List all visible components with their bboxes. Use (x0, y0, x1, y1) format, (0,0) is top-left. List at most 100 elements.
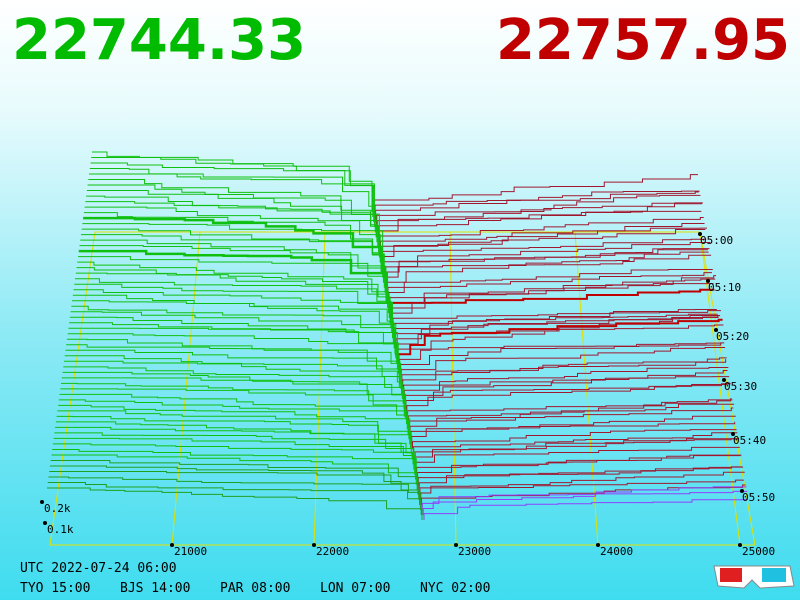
3d-glasses (713, 565, 795, 589)
tick-dot (170, 543, 174, 547)
depth-tick-label: 0.2k (44, 502, 71, 515)
ask-row (384, 251, 709, 278)
time-tick-label: 05:10 (708, 281, 741, 294)
time-tick-label: 05:00 (700, 234, 733, 247)
ask-row (386, 254, 712, 293)
bid-row (56, 415, 412, 455)
ask-row (422, 490, 748, 515)
bid-row (84, 206, 381, 263)
bid-row (72, 300, 395, 349)
ask-row (389, 288, 715, 313)
time-tick-label: 05:20 (716, 330, 749, 343)
bid-row (66, 344, 402, 389)
ask-row (412, 432, 738, 455)
depth-tick-label: 0.1k (47, 523, 74, 536)
ask-row (411, 415, 736, 445)
price-tick-label: 25000 (742, 545, 775, 558)
bid-row (72, 294, 394, 344)
bid-row (81, 228, 384, 283)
bid-row (58, 404, 411, 445)
tick-dot (454, 543, 458, 547)
ask-row (392, 309, 717, 329)
bid-row (91, 157, 374, 218)
ask-row (421, 486, 747, 510)
bid-row (61, 382, 407, 425)
time-tick-label: 05:50 (742, 491, 775, 504)
grid-line (449, 231, 457, 546)
ask-row (378, 202, 703, 243)
tick-dot (698, 232, 702, 236)
ask-row (420, 471, 745, 500)
ask-row (408, 407, 734, 430)
depth-rows (47, 151, 748, 520)
tick-dot (312, 543, 316, 547)
tick-dot (731, 432, 735, 436)
bid-row (49, 465, 420, 500)
bid-row (47, 481, 422, 515)
ask-row (406, 383, 731, 414)
bid-row (55, 426, 414, 465)
ask-row (403, 370, 728, 394)
grid-line (171, 231, 201, 546)
ask-row (419, 479, 744, 495)
bid-row (52, 443, 416, 480)
ask-row (415, 446, 740, 470)
bid-row (69, 316, 398, 364)
bid-row (86, 195, 380, 253)
bid-row (67, 333, 400, 379)
ask-row (398, 324, 724, 369)
ask-row (393, 317, 719, 339)
ask-row (409, 403, 735, 435)
bid-row (63, 360, 404, 404)
bid-row (64, 355, 403, 399)
bid-row (50, 459, 419, 495)
ask-row (414, 438, 739, 465)
zone-clock: TYO 15:00 (20, 581, 90, 596)
ask-row (407, 398, 732, 420)
bid-price: 22744.33 (12, 8, 306, 73)
bid-row (71, 305, 396, 354)
ask-row (404, 376, 730, 404)
zone-clock: NYC 02:00 (420, 581, 490, 596)
ask-row (423, 498, 748, 520)
price-tick-label: 24000 (600, 545, 633, 558)
zone-clock: PAR 08:00 (220, 581, 290, 596)
price-tick-label: 23000 (458, 545, 491, 558)
ask-row (394, 315, 720, 344)
bid-row (78, 249, 389, 303)
tick-dot (706, 279, 710, 283)
bid-row (49, 470, 421, 505)
ask-row (385, 242, 711, 288)
tick-dot (722, 378, 726, 382)
bid-row (68, 327, 399, 374)
ask-row (395, 315, 721, 349)
ask-row (416, 454, 742, 480)
bid-row (83, 216, 384, 273)
ask-row (379, 216, 704, 248)
ask-row (380, 223, 705, 253)
tick-dot (714, 328, 718, 332)
bid-row (62, 371, 406, 414)
tick-dot (738, 543, 742, 547)
floor-outline (49, 231, 756, 546)
ask-row (413, 438, 739, 460)
time-tick-label: 05:30 (724, 380, 757, 393)
zone-clock: LON 07:00 (320, 581, 390, 596)
bid-row (89, 168, 375, 228)
bid-row (59, 393, 409, 435)
bid-row (47, 487, 423, 520)
time-tick-label: 05:40 (733, 434, 766, 447)
ask-row (380, 228, 706, 258)
bid-row (77, 261, 389, 313)
ask-row (397, 318, 723, 364)
ask-row (396, 310, 721, 354)
bid-row (61, 377, 407, 420)
ask-row (382, 227, 708, 268)
ask-row (405, 382, 730, 409)
bid-row (74, 283, 393, 334)
ask-row (399, 342, 725, 374)
ask-row (391, 275, 717, 324)
ask-row (373, 174, 698, 212)
bid-row (88, 179, 377, 238)
bid-row (87, 184, 378, 243)
